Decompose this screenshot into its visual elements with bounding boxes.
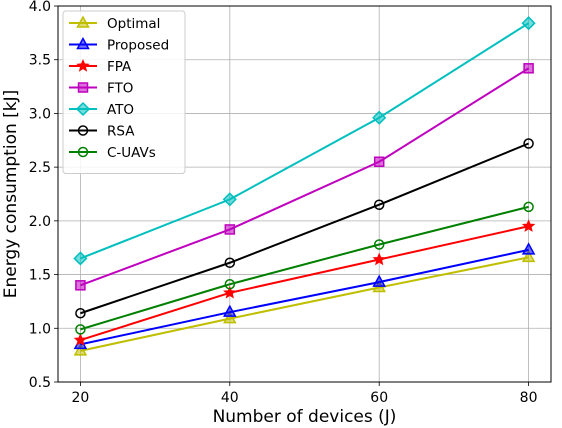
data-point (373, 239, 385, 250)
x-tick-label: 20 (71, 390, 89, 406)
series-line (80, 205, 529, 331)
legend-label: RSA (107, 124, 135, 140)
series-line (80, 256, 529, 352)
y-tick-label: 3.5 (29, 53, 51, 69)
series-fpa (73, 219, 536, 346)
legend-marker (77, 82, 89, 93)
y-axis-label: Energy consumption [kJ] (1, 90, 21, 299)
data-point (75, 307, 86, 319)
legend-label: C-UAVs (107, 145, 156, 161)
legend-marker (77, 125, 89, 136)
series-line (80, 142, 529, 315)
data-point (521, 219, 536, 232)
data-point (75, 280, 86, 291)
legend-item: Optimal (69, 15, 160, 32)
data-point (372, 274, 386, 287)
legend-item: C-UAVs (69, 145, 156, 161)
legend-box (62, 10, 186, 174)
y-tick-label: 0.5 (29, 375, 51, 391)
legend-item: FTO (69, 81, 133, 97)
data-point (521, 242, 536, 255)
x-tick-label: 60 (370, 390, 388, 406)
series-line (80, 67, 530, 287)
data-point (373, 156, 385, 168)
x-tick-label: 80 (520, 390, 538, 406)
legend-item: ATO (69, 101, 134, 118)
legend-marker (76, 36, 90, 50)
data-point (224, 224, 236, 235)
series-fto (75, 63, 534, 291)
y-tick-label: 3.0 (29, 106, 51, 122)
legend-label: Optimal (107, 16, 160, 32)
series-c-uavs (75, 201, 534, 335)
series-layer (73, 16, 536, 356)
data-point (523, 138, 534, 149)
data-point (224, 257, 236, 269)
series-proposed (73, 242, 536, 350)
y-tick-label: 2.5 (29, 160, 51, 176)
y-tick-label: 2.0 (29, 214, 51, 230)
x-axis-label: Number of devices (J) (213, 407, 397, 427)
data-point (523, 63, 534, 74)
series-line (80, 225, 529, 342)
y-tick-label: 1.0 (29, 321, 51, 337)
data-point (373, 199, 385, 210)
data-point (223, 285, 237, 299)
legend: Optimal Proposed FPA FTO ATO RSA C-UAVs (62, 10, 186, 174)
legend-marker (77, 146, 89, 158)
y-axis-ticks: 0.5 1.0 1.5 2.0 2.5 3.0 3.5 4.0 (29, 0, 58, 391)
data-point (521, 249, 536, 263)
legend-item: RSA (69, 124, 135, 140)
data-point (73, 251, 88, 266)
y-tick-label: 4.0 (29, 0, 51, 15)
legend-marker (75, 101, 91, 117)
data-point (73, 343, 88, 356)
data-point (523, 201, 534, 213)
x-tick-label: 40 (221, 390, 239, 406)
legend-label: FTO (107, 81, 133, 97)
data-point (73, 333, 88, 346)
y-tick-label: 1.5 (29, 268, 51, 284)
series-ato (73, 16, 536, 266)
data-point (372, 110, 387, 125)
series-optimal (73, 249, 536, 356)
data-point (75, 324, 86, 335)
legend-item: Proposed (69, 36, 169, 54)
legend-marker (76, 58, 90, 72)
series-line (80, 22, 530, 260)
data-point (521, 16, 536, 31)
legend-item: FPA (69, 58, 132, 75)
data-point (223, 311, 237, 324)
legend-label: ATO (107, 102, 134, 118)
data-point (223, 304, 237, 317)
data-point (222, 192, 237, 207)
data-point (372, 252, 386, 266)
legend-label: Proposed (107, 38, 169, 54)
legend-label: FPA (107, 59, 132, 75)
plot-frame (57, 5, 552, 383)
legend-marker (76, 15, 90, 28)
x-axis-ticks: 20 40 60 80 (71, 382, 538, 406)
series-rsa (75, 138, 534, 319)
series-line (80, 248, 529, 346)
data-point (224, 278, 236, 290)
